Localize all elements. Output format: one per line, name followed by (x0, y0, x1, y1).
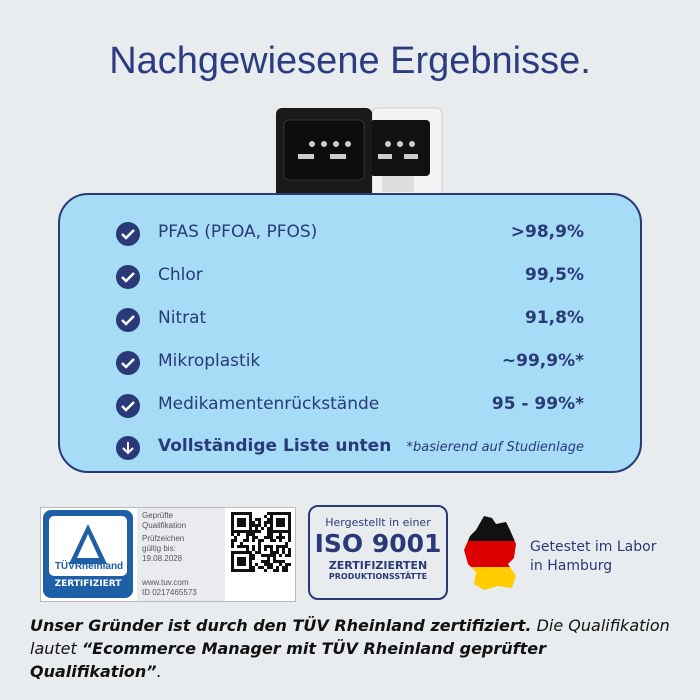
germany-text: Getestet im Labor in Hamburg (530, 539, 657, 574)
row-label: Chlor (158, 265, 203, 285)
tuv-id: ID 0217465573 (142, 588, 197, 597)
full-list-link[interactable]: Vollständige Liste unten (158, 436, 392, 456)
row-value: 99,5% (525, 265, 584, 285)
row-label: Nitrat (158, 308, 207, 328)
title: Nachgewiesene Ergebnisse. (109, 40, 591, 82)
row-label: PFAS (PFOA, PFOS) (158, 222, 318, 242)
row-label: Medikamentenrückstände (158, 394, 380, 414)
check-icon (116, 351, 140, 375)
tuv-badge: TÜVRheinland ZERTIFIZIERT Geprüfte Qualif… (40, 507, 296, 602)
footer-end: . (156, 662, 162, 681)
tuv-logo (43, 510, 133, 598)
qr-code (231, 512, 291, 572)
footer: Unser Gründer ist durch den TÜV Rheinlan… (30, 614, 670, 683)
tuv-url: www.tuv.com (142, 578, 189, 587)
row-value: ~99,9%* (501, 351, 584, 371)
check-icon (116, 394, 140, 418)
iso-line4: PRODUKTIONSSTÄTTE (328, 572, 428, 581)
row-value: 95 - 99%* (491, 394, 584, 414)
tuv-qualification: Geprüfte Qualifikation (142, 511, 187, 530)
footer-bold: Unser Gründer ist durch den TÜV Rheinlan… (30, 616, 532, 635)
row-label: Mikroplastik (158, 351, 261, 371)
check-icon (116, 308, 140, 332)
tuv-certified: ZERTIFIZIERT (54, 579, 122, 589)
tuv-validity: Prüfzeichen gültig bis: 19.08.2028 (142, 534, 185, 563)
iso-badge: Hergestellt in einer ISO 9001 ZERTIFIZIE… (308, 505, 448, 600)
check-icon (116, 265, 140, 289)
check-icon (116, 222, 140, 246)
germany-map (464, 516, 516, 590)
results-panel (58, 193, 642, 473)
row-value: >98,9% (510, 222, 584, 242)
down-icon[interactable] (115, 435, 141, 461)
iso-line2: ISO 9001 (314, 529, 442, 558)
iso-line1: Hergestellt in einer (325, 516, 431, 529)
footer-quote: “Ecommerce Manager mit TÜV Rheinland gep… (30, 639, 547, 681)
product-image (276, 107, 443, 200)
note: *basierend auf Studienlage (406, 440, 585, 455)
footer-text: Die Qualifikation lautet (30, 616, 670, 658)
row-value: 91,8% (525, 308, 584, 328)
tuv-brand: TÜVRheinland (54, 561, 124, 572)
iso-line3: ZERTIFIZIERTEN (328, 559, 428, 572)
